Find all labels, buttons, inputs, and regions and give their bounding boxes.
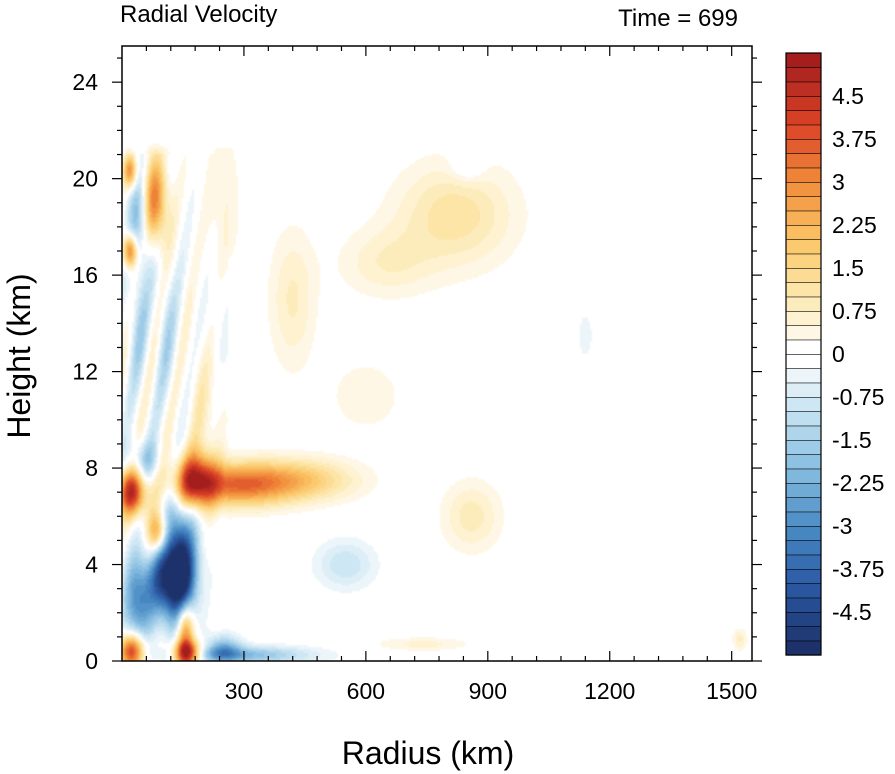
velocity-field — [122, 46, 752, 661]
colorbar-bin — [785, 468, 822, 484]
y-axis-label: Height (km) — [1, 273, 37, 438]
colorbar-bin — [785, 196, 822, 212]
colorbar-label: -3 — [832, 513, 852, 539]
colorbar-bin — [785, 583, 822, 599]
colorbar-label: 0.75 — [832, 298, 877, 324]
colorbar-label: 3 — [832, 169, 845, 195]
colorbar-bin — [785, 511, 822, 527]
colorbar-bin — [785, 52, 822, 68]
colorbar-bin — [785, 597, 822, 613]
y-tick-label: 4 — [85, 552, 98, 578]
colorbar-label: 3.75 — [832, 126, 877, 152]
plot-frame — [121, 45, 753, 662]
colorbar-bin — [785, 568, 822, 584]
colorbar-bin — [785, 210, 822, 226]
colorbar-bin — [785, 611, 822, 627]
colorbar-bin — [785, 67, 822, 83]
colorbar-bin — [785, 540, 822, 556]
colorbar-bin — [785, 640, 822, 656]
colorbar-bin — [785, 296, 822, 312]
colorbar-bin — [785, 167, 822, 183]
chart-title: Radial Velocity — [120, 1, 277, 28]
x-axis-label: Radius (km) — [342, 735, 514, 771]
colorbar-bin — [785, 425, 822, 441]
colorbar-bin — [785, 253, 822, 269]
colorbar-bin — [785, 626, 822, 642]
x-axis: 300 600 900 1200 1500 — [145, 46, 757, 704]
x-tick-label: 1500 — [706, 678, 757, 704]
y-tick-label: 12 — [72, 359, 98, 385]
colorbar-bin — [785, 325, 822, 341]
colorbar-bin — [785, 138, 822, 154]
colorbar-bin — [785, 267, 822, 283]
colorbar-bin — [785, 368, 822, 384]
time-label: Time = 699 — [618, 5, 738, 32]
colorbar-bin — [785, 153, 822, 169]
colorbar-label: -0.75 — [832, 384, 884, 410]
colorbar-bin — [785, 353, 822, 369]
colorbar-bin — [785, 396, 822, 412]
y-tick-label: 24 — [72, 69, 98, 95]
colorbar-frame — [785, 52, 822, 656]
y-tick-label: 0 — [85, 648, 98, 674]
colorbar-bin — [785, 124, 822, 140]
x-tick-label: 300 — [225, 678, 263, 704]
colorbar-bin — [785, 181, 822, 197]
x-tick-label: 900 — [469, 678, 507, 704]
colorbar-labels: 4.5 3.75 3 2.25 1.5 0.75 0 -0.75 -1.5 -2.25 -3 -3.7… — [832, 83, 884, 625]
x-tick-label: 600 — [347, 678, 385, 704]
colorbar-bin — [785, 554, 822, 570]
colorbar-bin — [785, 439, 822, 455]
colorbar-bin — [785, 224, 822, 240]
colorbar-label: -1.5 — [832, 427, 872, 453]
y-tick-label: 20 — [72, 166, 98, 192]
colorbar-bin — [785, 454, 822, 470]
colorbar-bin — [785, 110, 822, 126]
colorbar-label: -3.75 — [832, 556, 884, 582]
colorbar-bin — [785, 411, 822, 427]
y-tick-label: 16 — [72, 262, 98, 288]
colorbar-bin — [785, 310, 822, 326]
y-axis: 0 4 8 12 16 20 24 — [72, 57, 762, 674]
colorbar-bin — [785, 382, 822, 398]
colorbar-bin — [785, 497, 822, 513]
colorbar-label: 2.25 — [832, 212, 877, 238]
colorbar-label: 1.5 — [832, 255, 864, 281]
colorbar-bin — [785, 339, 822, 355]
colorbar-bin — [785, 81, 822, 97]
colorbar-bin — [785, 95, 822, 111]
colorbar-label: 4.5 — [832, 83, 864, 109]
colorbar-bin — [785, 482, 822, 498]
colorbar-label: -2.25 — [832, 470, 884, 496]
colorbar-bin — [785, 282, 822, 298]
y-tick-label: 8 — [85, 455, 98, 481]
colorbar-bin — [785, 525, 822, 541]
x-tick-label: 1200 — [584, 678, 635, 704]
colorbar-bin — [785, 239, 822, 255]
colorbar-label: 0 — [832, 341, 845, 367]
colorbar-label: -4.5 — [832, 599, 872, 625]
colorbar — [785, 52, 822, 656]
